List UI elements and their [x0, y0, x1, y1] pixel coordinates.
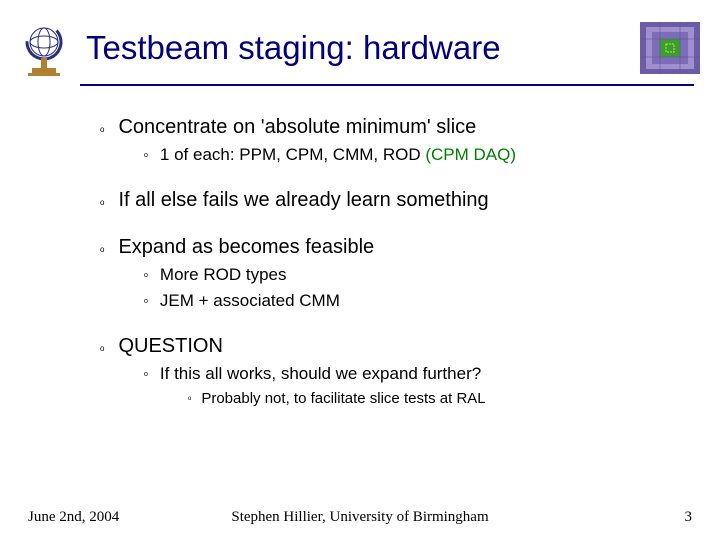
bullet-icon: o	[188, 396, 191, 407]
list-item: o Concentrate on 'absolute minimum' slic…	[100, 116, 680, 139]
bullet-text: Probably not, to facilitate slice tests …	[201, 390, 485, 407]
bullet-icon: o	[144, 298, 148, 311]
bullet-icon: o	[100, 245, 104, 259]
bullet-text: Concentrate on 'absolute minimum' slice	[118, 116, 476, 139]
list-item: o If all else fails we already learn som…	[100, 189, 680, 212]
content-area: o Concentrate on 'absolute minimum' slic…	[0, 86, 720, 407]
list-item: o QUESTION	[100, 335, 680, 358]
bullet-icon: o	[100, 344, 104, 358]
bullet-text: If this all works, should we expand furt…	[160, 364, 481, 384]
list-item: o More ROD types	[144, 265, 680, 285]
footer-page-number: 3	[685, 509, 693, 526]
bullet-icon: o	[144, 152, 148, 165]
header: Testbeam staging: hardware	[0, 0, 720, 78]
bullet-text: Expand as becomes feasible	[118, 236, 374, 259]
bullet-text: 1 of each: PPM, CPM, CMM, ROD (CPM DAQ)	[160, 145, 516, 165]
bullet-text: If all else fails we already learn somet…	[118, 189, 488, 212]
atlas-globe-icon	[20, 18, 68, 78]
bullet-text: JEM + associated CMM	[160, 291, 340, 311]
grid-chip-icon	[640, 22, 700, 74]
bullet-text-part: 1 of each: PPM, CPM, CMM, ROD	[160, 145, 425, 164]
list-item: o Expand as becomes feasible	[100, 236, 680, 259]
bullet-text: More ROD types	[160, 265, 287, 285]
slide: Testbeam staging: hardware o Concentrate…	[0, 0, 720, 540]
bullet-icon: o	[100, 125, 104, 139]
footer-date: June 2nd, 2004	[28, 509, 119, 526]
list-item: o If this all works, should we expand fu…	[144, 364, 680, 384]
bullet-icon: o	[100, 198, 104, 212]
list-item: o Probably not, to facilitate slice test…	[188, 390, 680, 407]
bullet-icon: o	[144, 272, 148, 285]
bullet-text: QUESTION	[118, 335, 222, 358]
page-title: Testbeam staging: hardware	[86, 29, 628, 67]
bullet-text-green: (CPM DAQ)	[425, 145, 516, 164]
bullet-icon: o	[144, 371, 148, 384]
list-item: o 1 of each: PPM, CPM, CMM, ROD (CPM DAQ…	[144, 145, 680, 165]
footer: June 2nd, 2004 Stephen Hillier, Universi…	[0, 509, 720, 526]
list-item: o JEM + associated CMM	[144, 291, 680, 311]
